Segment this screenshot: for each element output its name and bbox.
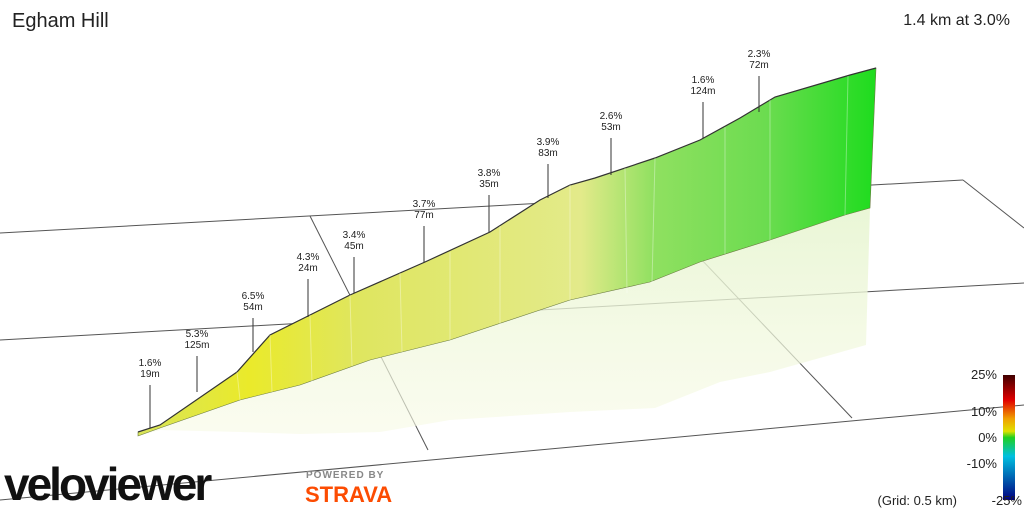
legend-label: 10% bbox=[971, 404, 997, 419]
legend-label: -10% bbox=[967, 456, 998, 471]
segment-length: 83m bbox=[538, 148, 557, 159]
title: Egham Hill bbox=[12, 10, 109, 32]
segment-length: 24m bbox=[298, 263, 317, 274]
segment-gradient: 4.3% bbox=[297, 252, 320, 263]
segment-lines bbox=[236, 75, 849, 401]
legend-label: -25% bbox=[992, 493, 1023, 508]
segment-gradient: 5.3% bbox=[186, 329, 209, 340]
segment-gradient: 3.8% bbox=[478, 168, 501, 179]
segment-gradient: 1.6% bbox=[139, 358, 162, 369]
segment-length: 72m bbox=[749, 60, 768, 71]
color-scale bbox=[1003, 375, 1015, 500]
segment-length: 124m bbox=[690, 86, 715, 97]
legend-label: 25% bbox=[971, 367, 997, 382]
segment-length: 54m bbox=[243, 302, 262, 313]
partner-logo: STRAVA bbox=[305, 482, 392, 507]
logo: veloviewer bbox=[4, 458, 212, 510]
segment-gradient: 3.9% bbox=[537, 137, 560, 148]
segment-gradient: 2.6% bbox=[600, 111, 623, 122]
summary: 1.4 km at 3.0% bbox=[903, 12, 1010, 29]
legend: 25% 10% 0% -10% -25% bbox=[967, 367, 1023, 508]
segment-gradient: 3.4% bbox=[343, 230, 366, 241]
segment-gradient: 2.3% bbox=[748, 49, 771, 60]
segment-gradient: 1.6% bbox=[692, 75, 715, 86]
segment-gradient: 3.7% bbox=[413, 199, 436, 210]
profile-top bbox=[137, 67, 877, 433]
annotations: 1.6%19m5.3%125m6.5%54m4.3%24m3.4%45m3.7%… bbox=[139, 49, 771, 428]
segment-length: 45m bbox=[344, 241, 363, 252]
grid-note: (Grid: 0.5 km) bbox=[878, 493, 957, 508]
segment-length: 125m bbox=[184, 340, 209, 351]
powered-by: POWERED BY bbox=[306, 470, 384, 481]
segment-length: 35m bbox=[479, 179, 498, 190]
segment-length: 53m bbox=[601, 122, 620, 133]
legend-label: 0% bbox=[978, 430, 997, 445]
segment-gradient: 6.5% bbox=[242, 291, 265, 302]
segment-length: 77m bbox=[414, 210, 433, 221]
segment-length: 19m bbox=[140, 369, 159, 380]
